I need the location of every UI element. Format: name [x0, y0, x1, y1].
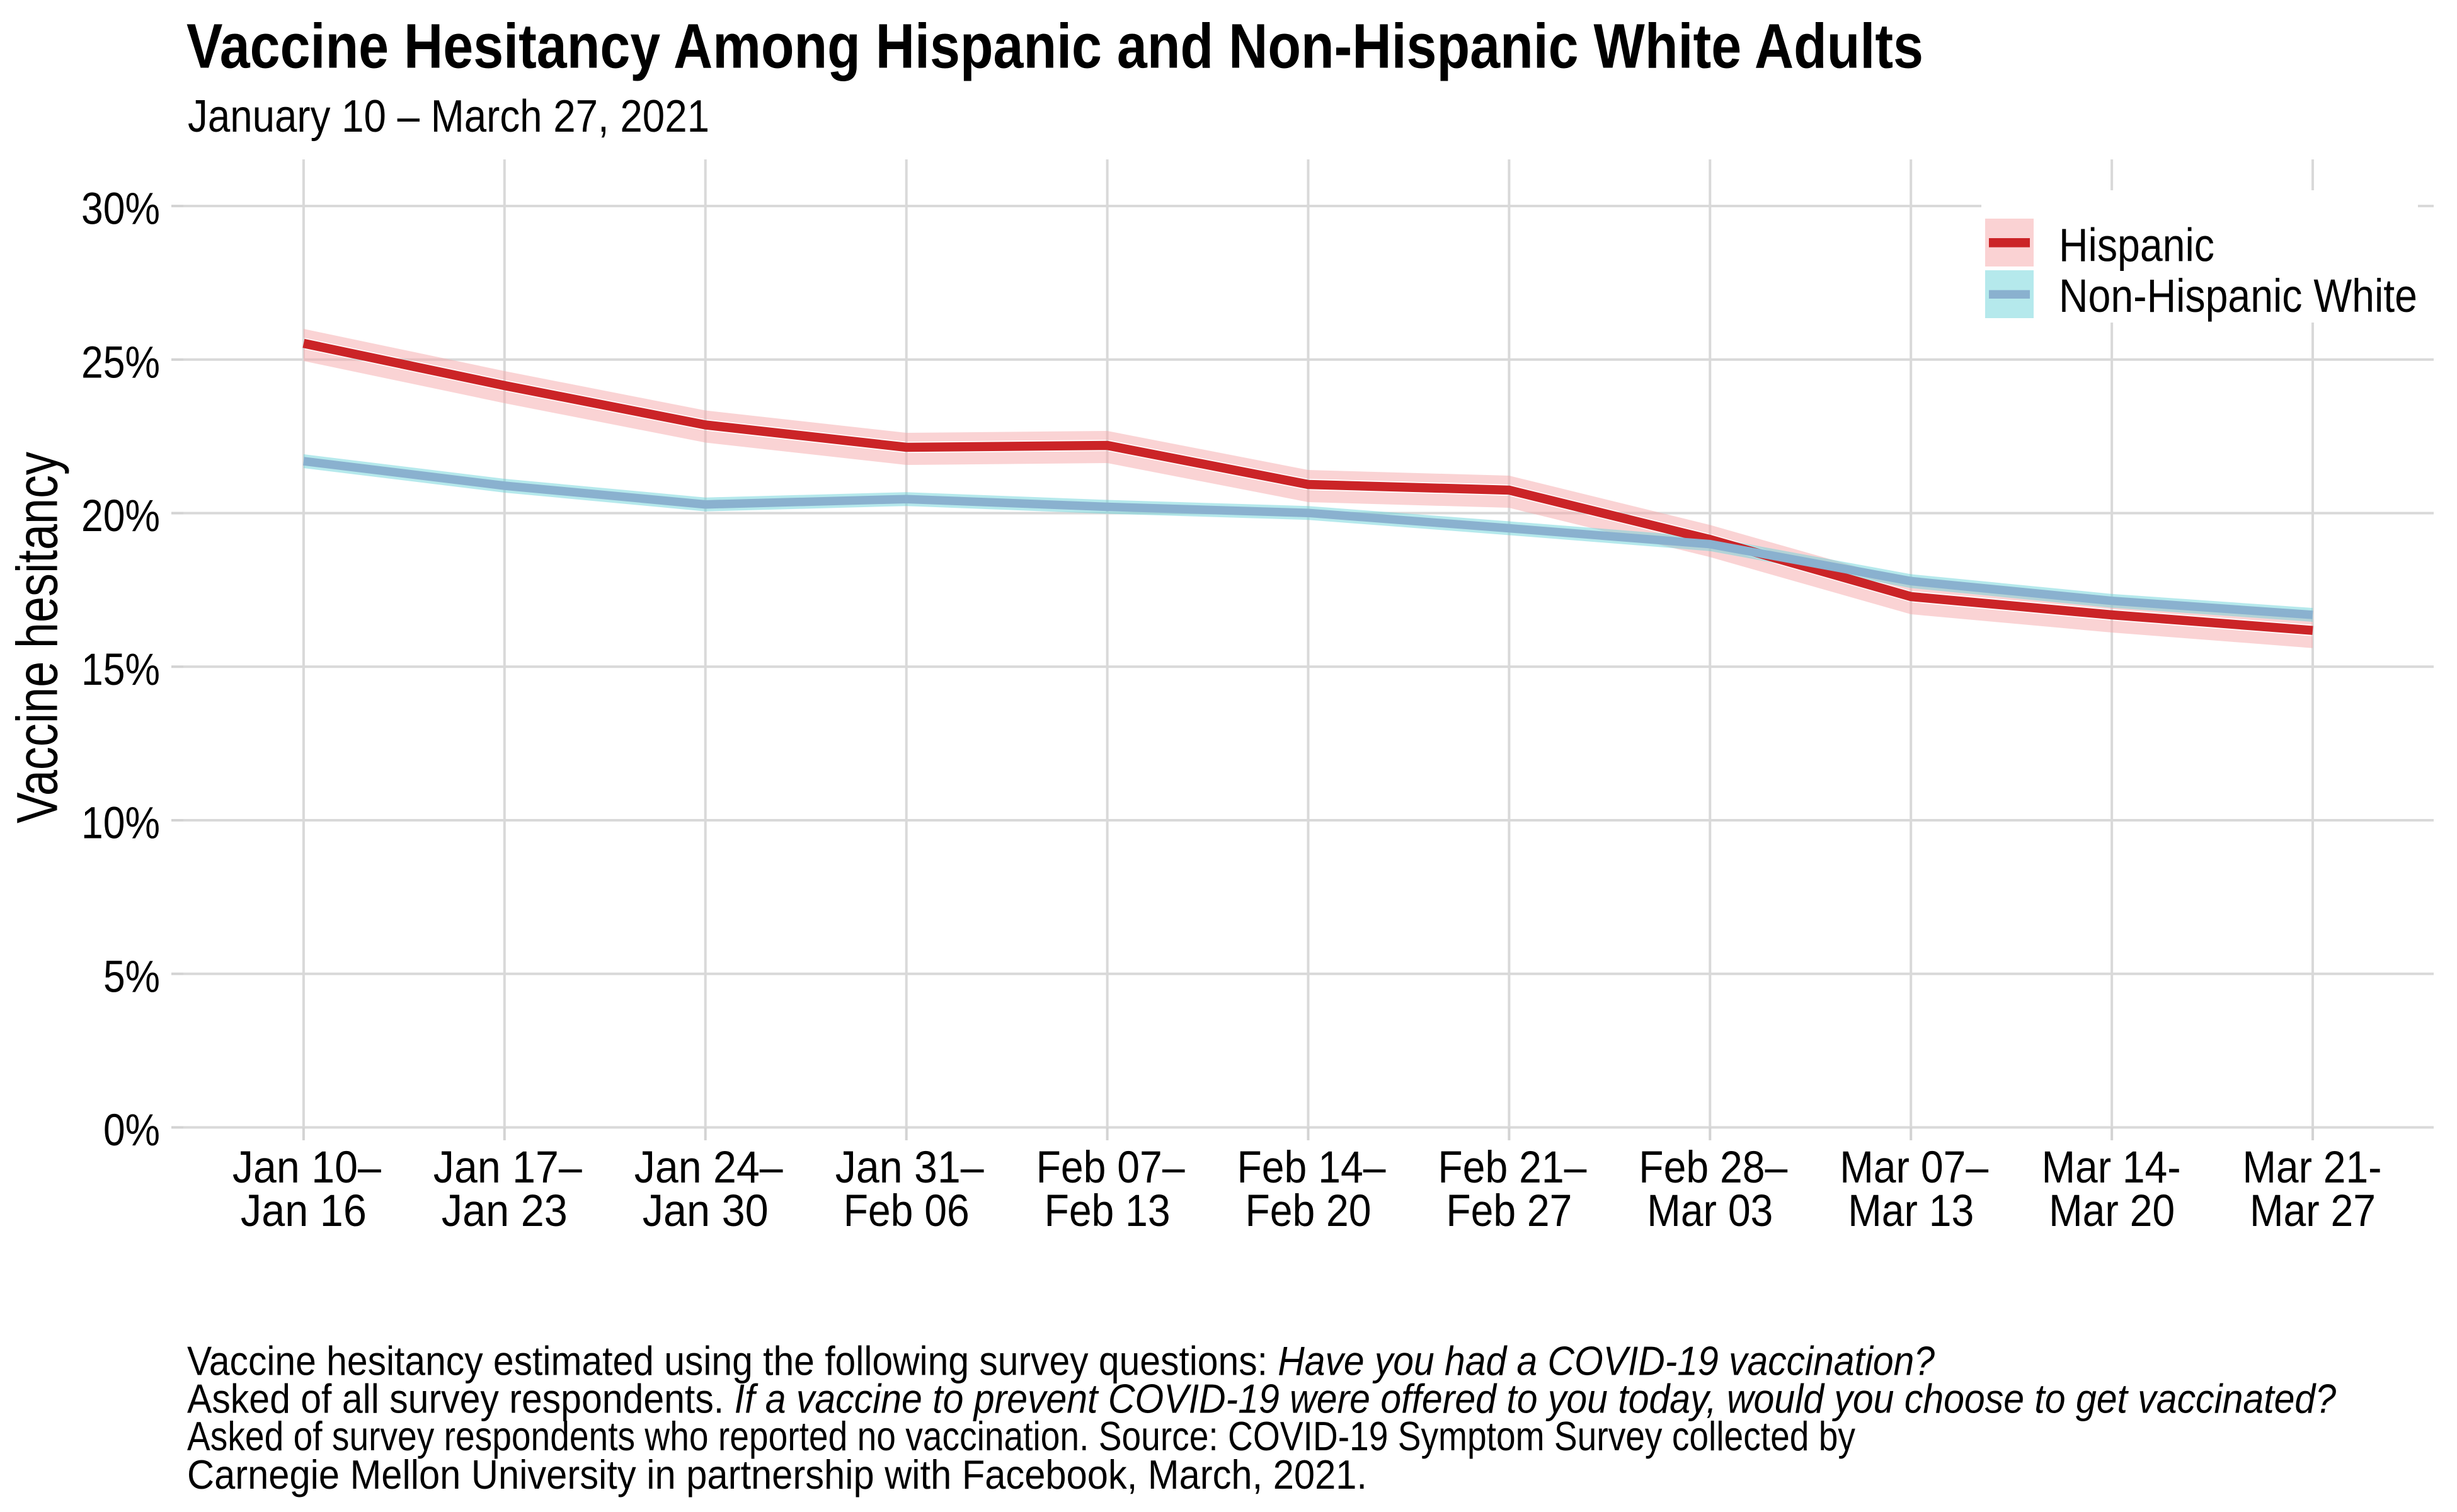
svg-text:Jan 24–: Jan 24–: [634, 1143, 783, 1193]
svg-text:Jan 23: Jan 23: [442, 1186, 568, 1236]
svg-text:Feb 20: Feb 20: [1246, 1186, 1372, 1236]
svg-text:Mar 03: Mar 03: [1647, 1186, 1773, 1236]
svg-text:0%: 0%: [103, 1106, 160, 1155]
svg-text:Asked of survey respondents wh: Asked of survey respondents who reported…: [187, 1413, 1855, 1459]
svg-text:5%: 5%: [103, 952, 160, 1002]
svg-text:Jan 31–: Jan 31–: [835, 1143, 984, 1193]
svg-text:15%: 15%: [81, 645, 160, 695]
svg-text:Mar 14-: Mar 14-: [2042, 1143, 2181, 1193]
svg-text:Feb 27: Feb 27: [1446, 1186, 1572, 1236]
svg-text:Feb 14–: Feb 14–: [1237, 1143, 1386, 1193]
svg-text:Feb 07–: Feb 07–: [1036, 1143, 1185, 1193]
svg-text:Vaccine hesitancy: Vaccine hesitancy: [6, 452, 70, 823]
svg-text:Feb 13: Feb 13: [1045, 1186, 1171, 1236]
svg-text:Vaccine Hesitancy Among Hispan: Vaccine Hesitancy Among Hispanic and Non…: [186, 11, 1923, 82]
svg-text:Mar 20: Mar 20: [2049, 1186, 2175, 1236]
svg-text:Jan 16: Jan 16: [241, 1186, 367, 1236]
svg-text:Vaccine hesitancy estimated us: Vaccine hesitancy estimated using the fo…: [187, 1338, 1935, 1384]
svg-text:Feb 06: Feb 06: [844, 1186, 970, 1236]
svg-text:Feb 28–: Feb 28–: [1639, 1143, 1787, 1193]
svg-text:Mar 13: Mar 13: [1848, 1186, 1974, 1236]
svg-text:Jan 17–: Jan 17–: [433, 1143, 582, 1193]
svg-text:Asked of all survey respondent: Asked of all survey respondents. If a va…: [187, 1375, 2336, 1421]
svg-text:Jan 10–: Jan 10–: [232, 1143, 381, 1193]
svg-text:20%: 20%: [81, 491, 160, 541]
svg-text:Non-Hispanic White: Non-Hispanic White: [2059, 270, 2417, 322]
svg-text:Mar 27: Mar 27: [2250, 1186, 2376, 1236]
svg-text:Jan 30: Jan 30: [643, 1186, 769, 1236]
svg-text:Mar 21-: Mar 21-: [2243, 1143, 2382, 1193]
svg-text:Hispanic: Hispanic: [2059, 219, 2214, 272]
svg-text:Mar 07–: Mar 07–: [1840, 1143, 1988, 1193]
svg-text:30%: 30%: [81, 185, 160, 234]
svg-text:25%: 25%: [81, 338, 160, 387]
svg-text:Feb 21–: Feb 21–: [1438, 1143, 1586, 1193]
svg-text:Carnegie Mellon University in: Carnegie Mellon University in partnershi…: [187, 1452, 1367, 1498]
svg-text:10%: 10%: [81, 799, 160, 849]
svg-text:January 10 – March 27, 2021: January 10 – March 27, 2021: [188, 91, 709, 142]
